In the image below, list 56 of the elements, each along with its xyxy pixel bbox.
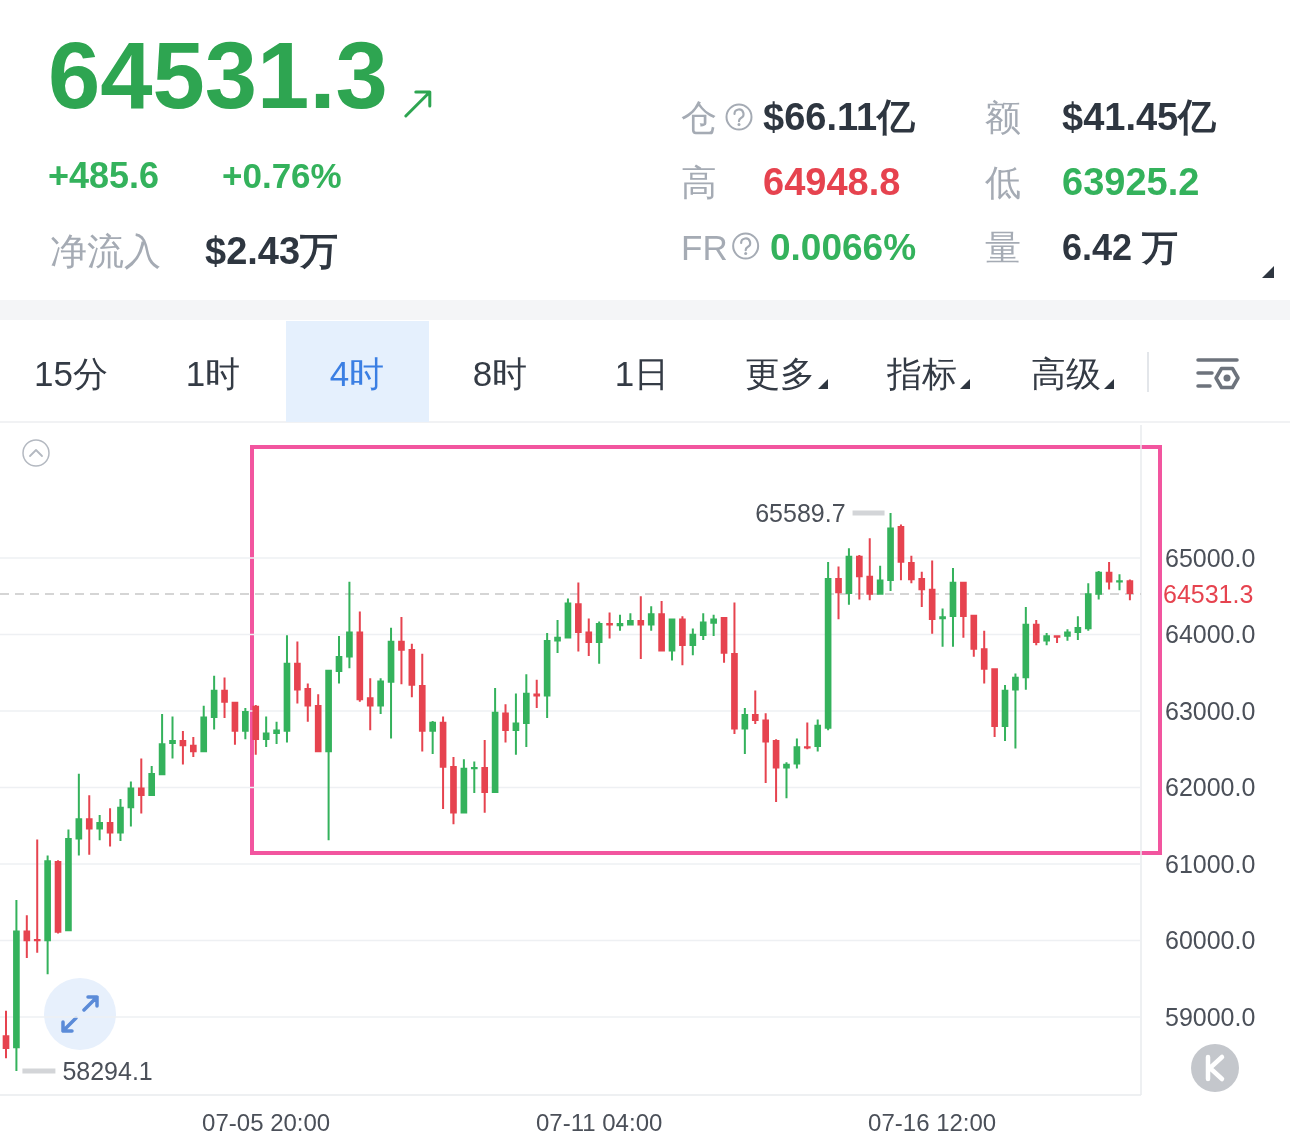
text: 高 bbox=[681, 162, 717, 203]
text: +0.76% bbox=[222, 156, 342, 195]
y-tick-label: 62000.0 bbox=[1165, 773, 1256, 802]
x-tick-label: 07-05 20:00 bbox=[202, 1109, 331, 1136]
candlestick bbox=[939, 608, 946, 647]
text: 4时 bbox=[329, 354, 385, 393]
x-tick-label: 07-16 12:00 bbox=[868, 1109, 997, 1136]
y-tick-label: 63000.0 bbox=[1165, 696, 1256, 725]
text: 仓 bbox=[681, 97, 717, 138]
y-tick-label: 61000.0 bbox=[1165, 849, 1256, 878]
text: $66.11亿 bbox=[763, 96, 917, 138]
candlestick bbox=[606, 612, 613, 639]
text: 1时 bbox=[185, 354, 241, 393]
y-tick-label: 60000.0 bbox=[1165, 926, 1256, 955]
candlestick bbox=[470, 761, 478, 793]
candlestick bbox=[366, 678, 374, 731]
text: $41.45亿 bbox=[1062, 96, 1218, 138]
candlestick bbox=[533, 679, 541, 708]
y-tick-label: 59000.0 bbox=[1165, 1002, 1256, 1031]
candlestick bbox=[85, 795, 93, 855]
text: 8时 bbox=[472, 354, 528, 393]
text: 64531.3 bbox=[48, 23, 388, 128]
text: 高级 bbox=[1031, 354, 1101, 393]
y-tick-label: 65000.0 bbox=[1165, 543, 1256, 572]
ref-line-label: 64531.3 bbox=[1163, 579, 1254, 608]
candlestick bbox=[803, 722, 811, 750]
text: 指标 bbox=[886, 354, 957, 393]
text: 0.0066% bbox=[770, 227, 917, 268]
text: 更多 bbox=[745, 354, 815, 393]
candlestick bbox=[637, 596, 645, 660]
annotation: 58294.1 bbox=[62, 1056, 153, 1085]
text: 低 bbox=[985, 162, 1021, 203]
candlestick bbox=[554, 620, 561, 653]
text: $2.43万 bbox=[205, 230, 339, 272]
text: 净流入 bbox=[50, 231, 161, 272]
text: +485.6 bbox=[48, 155, 160, 196]
candlestick bbox=[1116, 574, 1123, 591]
text: 1日 bbox=[614, 354, 670, 393]
text: 15分 bbox=[34, 354, 108, 393]
x-tick-label: 07-11 04:00 bbox=[536, 1109, 663, 1136]
candlestick bbox=[1053, 635, 1061, 643]
text: 64948.8 bbox=[763, 161, 901, 203]
annotation: 65589.7 bbox=[755, 498, 846, 527]
candlestick bbox=[169, 716, 176, 759]
candlestick bbox=[137, 758, 145, 814]
text: FR bbox=[681, 228, 728, 267]
candlestick bbox=[751, 690, 759, 725]
candlestick bbox=[33, 839, 41, 953]
text: 量 bbox=[985, 227, 1021, 268]
text: 6.42 万 bbox=[1062, 227, 1179, 268]
candlestick bbox=[273, 721, 280, 744]
text: 63925.2 bbox=[1062, 161, 1200, 203]
candlestick bbox=[398, 616, 405, 685]
candlestick bbox=[783, 762, 790, 799]
y-tick-label: 64000.0 bbox=[1165, 620, 1256, 649]
text: 额 bbox=[985, 97, 1021, 138]
